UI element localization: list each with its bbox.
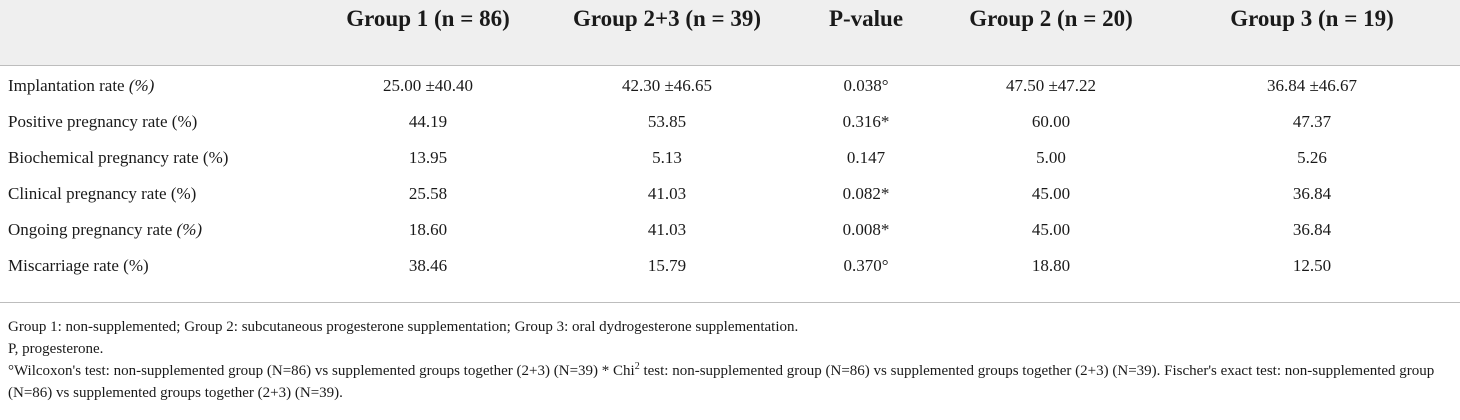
cell-group-3: 36.84	[1292, 220, 1332, 239]
cell-group-2: 45.00	[1031, 220, 1071, 239]
cell-group-2-3: 41.03	[647, 220, 687, 239]
footnote-tests-text: °Wilcoxon's test: non-supplemented group…	[8, 363, 635, 379]
header-cell-group-1: Group 1 (n = 86)	[346, 6, 510, 31]
row-label-text: Miscarriage rate (%)	[8, 256, 149, 275]
header-cell-group-2: Group 2 (n = 20)	[969, 6, 1133, 31]
header-cell-p-value: P-value	[828, 6, 904, 31]
table-header: Group 1 (n = 86) Group 2+3 (n = 39) P-va…	[0, 0, 1460, 66]
header-cell-group-3: Group 3 (n = 19)	[1230, 6, 1394, 31]
cell-p-value: 0.316*	[842, 112, 890, 131]
header-row: Group 1 (n = 86) Group 2+3 (n = 39) P-va…	[0, 0, 1460, 38]
table-row: Clinical pregnancy rate (%) 25.58 41.03 …	[0, 176, 1460, 212]
row-label-text: Ongoing pregnancy rate	[8, 220, 177, 239]
row-label: Biochemical pregnancy rate (%)	[0, 140, 316, 176]
header-spacer	[0, 38, 1460, 66]
cell-p-value: 0.370°	[843, 256, 889, 275]
results-table: Group 1 (n = 86) Group 2+3 (n = 39) P-va…	[0, 0, 1460, 285]
table-body: Implantation rate (%) 25.00 ±40.40 42.30…	[0, 66, 1460, 285]
table-row: Biochemical pregnancy rate (%) 13.95 5.1…	[0, 140, 1460, 176]
cell-group-2-3: 42.30 ±46.65	[621, 76, 713, 95]
header-cell-group-2-3: Group 2+3 (n = 39)	[572, 6, 762, 31]
cell-group-1: 25.00 ±40.40	[382, 76, 474, 95]
table-row: Ongoing pregnancy rate (%) 18.60 41.03 0…	[0, 212, 1460, 248]
footnote-abbreviation: P, progesterone.	[8, 341, 104, 357]
row-label-unit: (%)	[176, 220, 203, 239]
cell-group-3: 12.50	[1292, 256, 1332, 275]
table-row: Miscarriage rate (%) 38.46 15.79 0.370° …	[0, 248, 1460, 284]
cell-group-2-3: 53.85	[647, 112, 687, 131]
cell-p-value: 0.038°	[843, 76, 889, 95]
cell-group-3: 36.84	[1292, 184, 1332, 203]
cell-group-3: 47.37	[1292, 112, 1332, 131]
cell-group-1: 38.46	[408, 256, 448, 275]
cell-group-1: 18.60	[408, 220, 448, 239]
cell-group-2-3: 41.03	[647, 184, 687, 203]
row-label: Positive pregnancy rate (%)	[0, 104, 316, 140]
footnote-tests-text-continued: test: non-supplemented group (N=86) vs s…	[8, 363, 1435, 401]
footnote-groups: Group 1: non-supplemented; Group 2: subc…	[8, 319, 799, 335]
cell-group-1: 25.58	[408, 184, 448, 203]
header-spacer-row	[0, 38, 1460, 66]
row-label: Clinical pregnancy rate (%)	[0, 176, 316, 212]
footnote-statistical-tests: °Wilcoxon's test: non-supplemented group…	[8, 360, 1458, 404]
cell-group-1: 44.19	[408, 112, 448, 131]
row-label-text: Implantation rate	[8, 76, 129, 95]
cell-group-3: 5.26	[1297, 148, 1327, 167]
cell-group-2-3: 15.79	[647, 256, 687, 275]
row-label-unit: (%)	[128, 76, 155, 95]
row-label: Implantation rate (%)	[0, 66, 316, 105]
row-label-text: Clinical pregnancy rate (%)	[8, 184, 197, 203]
cell-p-value: 0.008*	[842, 220, 890, 239]
cell-group-3: 36.84 ±46.67	[1266, 76, 1358, 95]
cell-group-2: 47.50 ±47.22	[1005, 76, 1097, 95]
table-bottom-divider	[0, 302, 1460, 303]
cell-group-2: 60.00	[1031, 112, 1071, 131]
cell-p-value: 0.147	[846, 148, 886, 167]
table-row: Positive pregnancy rate (%) 44.19 53.85 …	[0, 104, 1460, 140]
row-label-text: Biochemical pregnancy rate (%)	[8, 148, 229, 167]
cell-group-2: 45.00	[1031, 184, 1071, 203]
chi-squared-superscript: 2	[634, 361, 640, 372]
table-row: Implantation rate (%) 25.00 ±40.40 42.30…	[0, 66, 1460, 105]
cell-group-2-3: 5.13	[652, 148, 682, 167]
row-label-text: Positive pregnancy rate (%)	[8, 112, 198, 131]
row-label: Ongoing pregnancy rate (%)	[0, 212, 316, 248]
table-footnotes: Group 1: non-supplemented; Group 2: subc…	[8, 316, 1458, 404]
header-cell-empty	[0, 0, 316, 38]
row-label: Miscarriage rate (%)	[0, 248, 316, 284]
cell-group-2: 18.80	[1031, 256, 1071, 275]
cell-group-1: 13.95	[408, 148, 448, 167]
cell-p-value: 0.082*	[842, 184, 890, 203]
cell-group-2: 5.00	[1036, 148, 1066, 167]
